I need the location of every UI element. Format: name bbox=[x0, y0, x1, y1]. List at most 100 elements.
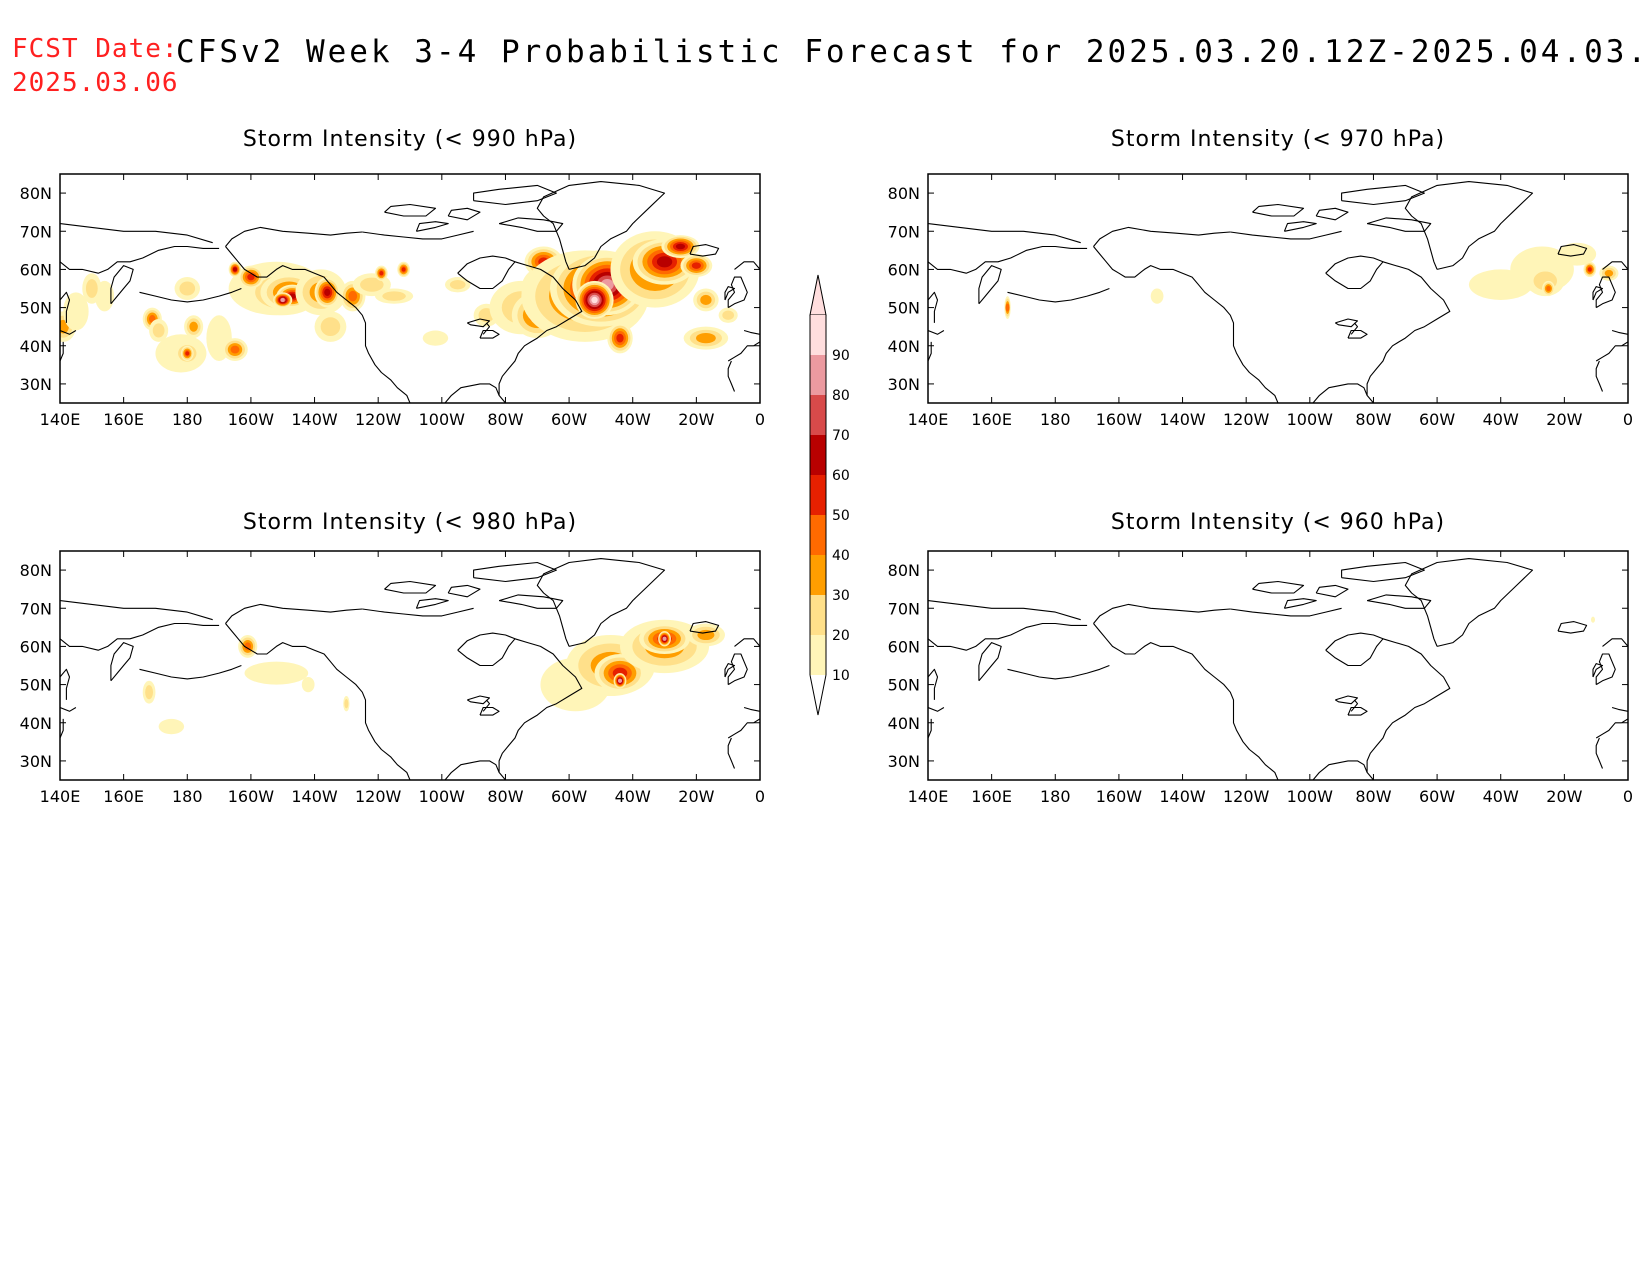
probability-region bbox=[658, 631, 671, 647]
coastline bbox=[1557, 621, 1588, 634]
contour-level-10 bbox=[244, 661, 309, 685]
y-tick-label: 60N bbox=[888, 637, 920, 656]
x-tick-label: 40W bbox=[1483, 787, 1519, 806]
x-tick-label: 120W bbox=[355, 787, 402, 806]
y-tick-label: 80N bbox=[20, 184, 52, 203]
coastline bbox=[473, 561, 557, 583]
coastlines bbox=[60, 558, 760, 780]
contour-level-60 bbox=[324, 288, 331, 297]
x-tick-label: 20W bbox=[678, 787, 714, 806]
coastline bbox=[1252, 580, 1305, 594]
coastline bbox=[928, 291, 939, 323]
coastline bbox=[467, 695, 491, 705]
coastline bbox=[1366, 594, 1432, 609]
map-panel-p980: Storm Intensity (< 980 hPa) 140E 160E 180 16… bbox=[20, 510, 765, 806]
coastline bbox=[1283, 221, 1317, 232]
coastline bbox=[1347, 706, 1368, 716]
coastline bbox=[457, 632, 516, 667]
contour-level-60 bbox=[233, 267, 237, 272]
coastline bbox=[1595, 360, 1604, 392]
probability-region bbox=[273, 292, 293, 308]
coastline bbox=[1592, 286, 1604, 301]
coastline bbox=[482, 322, 491, 335]
coastline bbox=[60, 668, 71, 700]
coastline bbox=[1252, 203, 1305, 217]
contour-level-50 bbox=[1587, 267, 1592, 272]
probability-region bbox=[686, 623, 726, 647]
colorbar-top-cap bbox=[809, 274, 827, 316]
coastline bbox=[60, 245, 220, 274]
x-tick-label: 100W bbox=[1287, 787, 1334, 806]
probability-region bbox=[314, 277, 341, 308]
y-tick-label: 50N bbox=[20, 299, 52, 318]
probability-region bbox=[1583, 261, 1597, 278]
coastline bbox=[1595, 276, 1616, 309]
map-frame bbox=[59, 550, 761, 781]
probability-region bbox=[184, 315, 204, 339]
contour-level-30 bbox=[696, 333, 716, 344]
y-tick-label: 70N bbox=[20, 599, 52, 618]
coastline bbox=[444, 383, 500, 403]
contour-level-80 bbox=[280, 297, 285, 302]
coastline bbox=[724, 663, 736, 678]
x-tick-label: 140E bbox=[908, 787, 949, 806]
coastline bbox=[1335, 318, 1359, 328]
coastline bbox=[498, 638, 583, 780]
coastline bbox=[1341, 561, 1425, 583]
x-tick-label: 180 bbox=[1040, 410, 1071, 429]
colorbar-segment-10 bbox=[810, 635, 826, 675]
probability-region bbox=[82, 273, 102, 304]
contour-level-40 bbox=[1005, 303, 1010, 312]
x-tick-label: 80W bbox=[1355, 787, 1391, 806]
coastline bbox=[1595, 737, 1604, 769]
probability-region bbox=[375, 288, 414, 304]
coastline bbox=[384, 580, 437, 594]
contour-level-10 bbox=[63, 292, 89, 331]
x-tick-label: 20W bbox=[678, 410, 714, 429]
x-tick-label: 100W bbox=[419, 410, 466, 429]
probability-region bbox=[238, 634, 258, 658]
contour-level-60 bbox=[675, 243, 686, 250]
x-tick-label: 40W bbox=[1483, 410, 1519, 429]
x-tick-label: 40W bbox=[615, 410, 651, 429]
coastline bbox=[1093, 246, 1279, 403]
coastline bbox=[60, 329, 77, 335]
x-tick-label: 140W bbox=[291, 787, 338, 806]
x-tick-label: 0 bbox=[755, 410, 765, 429]
map-background bbox=[928, 551, 1628, 780]
x-tick-label: 80W bbox=[1355, 410, 1391, 429]
coastline bbox=[1592, 663, 1604, 678]
coastline bbox=[928, 223, 1081, 244]
probability-region bbox=[228, 261, 242, 278]
coastline bbox=[727, 341, 760, 362]
main-title: CFSv2 Week 3-4 Probabilistic Forecast fo… bbox=[176, 34, 1650, 70]
probability-region bbox=[375, 265, 388, 281]
x-tick-label: 160W bbox=[228, 410, 275, 429]
map-panel-p960: Storm Intensity (< 960 hPa) 140E 160E 180 16… bbox=[888, 510, 1633, 806]
probability-region bbox=[149, 319, 169, 342]
x-tick-label: 180 bbox=[172, 787, 203, 806]
coastline bbox=[60, 223, 213, 244]
coastline bbox=[734, 638, 760, 647]
coastline bbox=[139, 287, 242, 303]
panel-title: Storm Intensity (< 990 hPa) bbox=[243, 127, 577, 152]
y-tick-label: 80N bbox=[888, 561, 920, 580]
coastline bbox=[447, 584, 481, 598]
probability-region bbox=[693, 288, 719, 312]
coastline bbox=[139, 664, 242, 680]
x-tick-label: 60W bbox=[1419, 410, 1455, 429]
coastline bbox=[536, 558, 666, 647]
colorbar-label: 80 bbox=[832, 388, 850, 404]
contour-level-50 bbox=[691, 262, 701, 269]
map-plot-area bbox=[60, 551, 760, 780]
coastline bbox=[1595, 341, 1628, 362]
coastline bbox=[743, 706, 760, 712]
x-tick-label: 160W bbox=[1096, 410, 1143, 429]
y-tick-label: 50N bbox=[888, 299, 920, 318]
coastline bbox=[1366, 217, 1432, 232]
probability-region bbox=[343, 696, 350, 712]
x-tick-label: 160E bbox=[103, 410, 144, 429]
colorbar: 10 20 30 40 50 60 70 80 90 bbox=[809, 274, 850, 716]
coastline bbox=[727, 276, 748, 309]
fcst-date-label: FCST Date: bbox=[12, 34, 179, 64]
